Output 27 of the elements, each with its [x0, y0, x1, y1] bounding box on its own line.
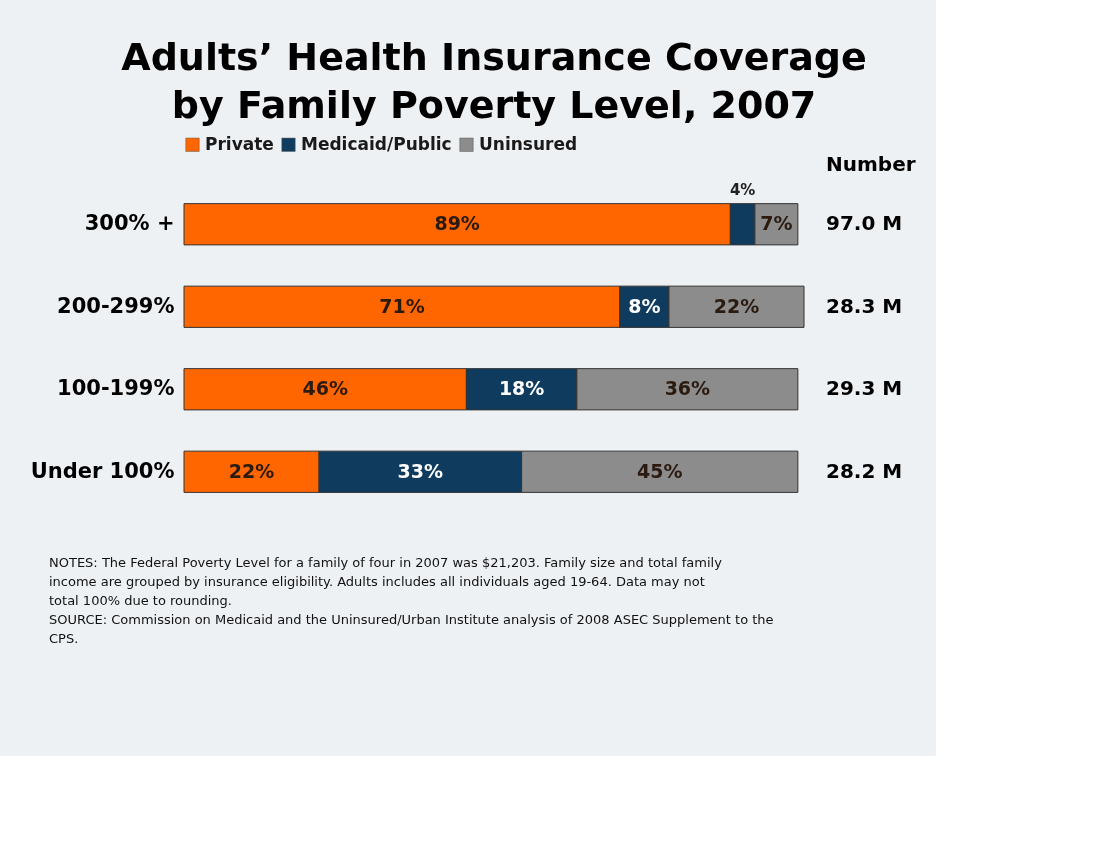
source-note: SOURCE: Commission on Medicaid and the Uninsured/Urban Institute analysis of 2008 ASEC Supplement to the CPS.	[49, 612, 774, 646]
data-label: 22%	[713, 294, 760, 317]
y-tick-label: 300% +	[84, 211, 175, 236]
legend-label: Uninsured	[479, 133, 578, 154]
text: 28.3 M	[826, 293, 903, 318]
text: NOTES: The Federal Poverty Level for a family of four in 2007 was $21,203. Family size and total family income are grouped by insurance eligibility. Adults includes all individuals aged 19-64. Data may not total 100% due to rounding.	[49, 555, 723, 608]
data-label: 22%	[228, 459, 275, 482]
text: 29.3 M	[826, 376, 903, 401]
data-label: 71%	[379, 294, 425, 317]
chart-title: Adults’ Health Insurance Coverage by Family Poverty Level, 2007	[121, 35, 867, 127]
data-label: 8%	[628, 294, 661, 317]
y-tick-label: 200-299%	[57, 293, 175, 318]
text: 28.2 M	[826, 458, 903, 483]
data-label: 36%	[664, 377, 711, 400]
text: Number	[826, 152, 916, 176]
data-label: 89%	[434, 212, 480, 235]
data-label: 18%	[498, 377, 545, 400]
legend-label: Medicaid/Public	[301, 133, 452, 154]
data-label: 33%	[397, 459, 444, 482]
data-label: 45%	[637, 459, 683, 482]
text: 97.0 M	[826, 211, 903, 236]
data-label: 4%	[729, 181, 756, 200]
y-tick-label: Under 100%	[30, 458, 175, 483]
legend-label: Private	[205, 133, 274, 154]
data-label: 7%	[760, 212, 793, 235]
y-tick-label: 100-199%	[57, 376, 175, 401]
data-label: 46%	[302, 377, 348, 400]
